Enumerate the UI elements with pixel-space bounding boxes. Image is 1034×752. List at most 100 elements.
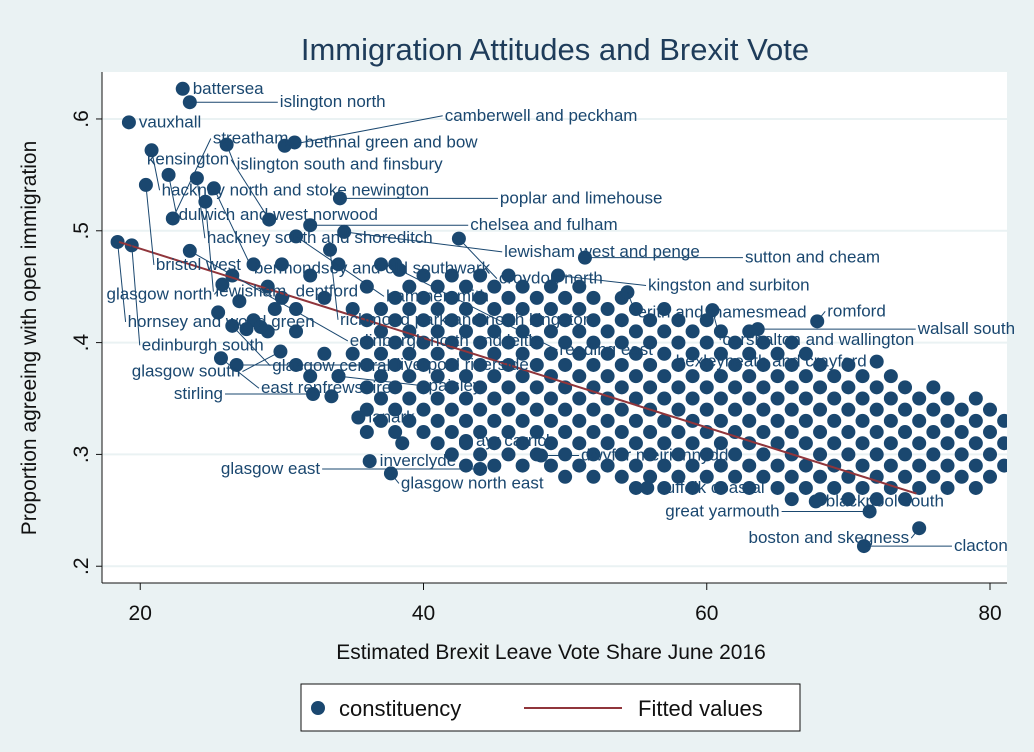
data-point	[444, 402, 459, 417]
data-point	[600, 458, 615, 473]
data-point	[572, 458, 587, 473]
data-point	[643, 425, 658, 440]
data-point	[883, 436, 898, 451]
data-point	[713, 369, 728, 384]
point-label: east renfrewshire	[261, 378, 391, 397]
data-point	[657, 391, 672, 406]
y-tick-label: .5	[70, 222, 93, 240]
data-point	[572, 369, 587, 384]
data-point	[770, 413, 785, 428]
data-point	[529, 357, 544, 372]
data-point	[374, 324, 389, 339]
data-point	[543, 279, 558, 294]
data-point	[827, 480, 842, 495]
data-point	[968, 458, 983, 473]
data-point	[798, 413, 813, 428]
data-point	[784, 357, 799, 372]
data-point	[600, 324, 615, 339]
data-point	[473, 402, 488, 417]
data-point	[983, 447, 998, 462]
data-point	[756, 380, 771, 395]
data-point	[855, 458, 870, 473]
point-label: hammersmith	[386, 286, 489, 305]
data-point	[770, 436, 785, 451]
data-point	[388, 290, 403, 305]
data-point	[813, 402, 828, 417]
point-label: paisley	[429, 376, 482, 395]
data-point	[713, 346, 728, 361]
data-point	[274, 257, 289, 272]
data-point	[515, 324, 530, 339]
data-point	[770, 480, 785, 495]
data-point	[756, 357, 771, 372]
right-margin	[1007, 60, 1034, 590]
data-point	[430, 436, 445, 451]
data-point	[841, 357, 856, 372]
data-point	[657, 346, 672, 361]
data-point	[487, 346, 502, 361]
data-point	[458, 391, 473, 406]
data-point	[699, 335, 714, 350]
data-point	[501, 425, 516, 440]
data-point	[515, 279, 530, 294]
data-point	[614, 380, 629, 395]
data-point	[756, 469, 771, 484]
data-point	[756, 447, 771, 462]
data-point	[813, 357, 828, 372]
data-point	[324, 389, 339, 404]
data-point	[232, 294, 247, 309]
x-axis-title: Estimated Brexit Leave Vote Share June 2…	[336, 641, 766, 664]
point-label: islington north	[280, 92, 386, 111]
data-point	[883, 369, 898, 384]
data-point	[912, 391, 927, 406]
data-point	[558, 447, 573, 462]
data-point	[813, 469, 828, 484]
data-point	[543, 458, 558, 473]
data-point	[359, 380, 374, 395]
data-point	[898, 402, 913, 417]
data-point	[558, 425, 573, 440]
data-point	[827, 369, 842, 384]
data-point	[289, 302, 304, 317]
data-point	[501, 290, 516, 305]
data-point	[968, 413, 983, 428]
legend: constituency Fitted values	[300, 683, 801, 732]
data-point	[657, 480, 672, 495]
data-point	[643, 335, 658, 350]
data-point	[671, 313, 686, 328]
data-point	[430, 302, 445, 317]
data-point	[685, 324, 700, 339]
point-label: streatham	[213, 128, 289, 147]
data-point	[289, 324, 304, 339]
data-point	[529, 313, 544, 328]
data-point	[671, 357, 686, 372]
data-point	[728, 402, 743, 417]
label-leader-line	[151, 150, 161, 191]
point-label: bethnal green and bow	[305, 132, 479, 151]
data-point	[600, 346, 615, 361]
fitted-line	[118, 241, 917, 495]
data-point	[487, 436, 502, 451]
data-point	[770, 346, 785, 361]
label-leader-line	[131, 245, 141, 346]
data-point	[501, 268, 516, 283]
data-point	[713, 480, 728, 495]
data-point	[501, 380, 516, 395]
chart-title: Immigration Attitudes and Brexit Vote	[301, 32, 809, 67]
data-point	[572, 302, 587, 317]
data-point	[600, 413, 615, 428]
point-label: hackney south and shoreditch	[207, 228, 433, 247]
data-point	[473, 357, 488, 372]
legend-marker-constituency	[311, 701, 325, 715]
data-point	[388, 402, 403, 417]
label-leader-line	[168, 174, 178, 215]
data-point	[501, 335, 516, 350]
point-label: bristol west	[156, 255, 241, 274]
data-point	[798, 346, 813, 361]
data-point	[558, 357, 573, 372]
data-point	[954, 469, 969, 484]
data-point	[770, 391, 785, 406]
data-point	[813, 380, 828, 395]
point-label: kingston and surbiton	[648, 276, 810, 295]
